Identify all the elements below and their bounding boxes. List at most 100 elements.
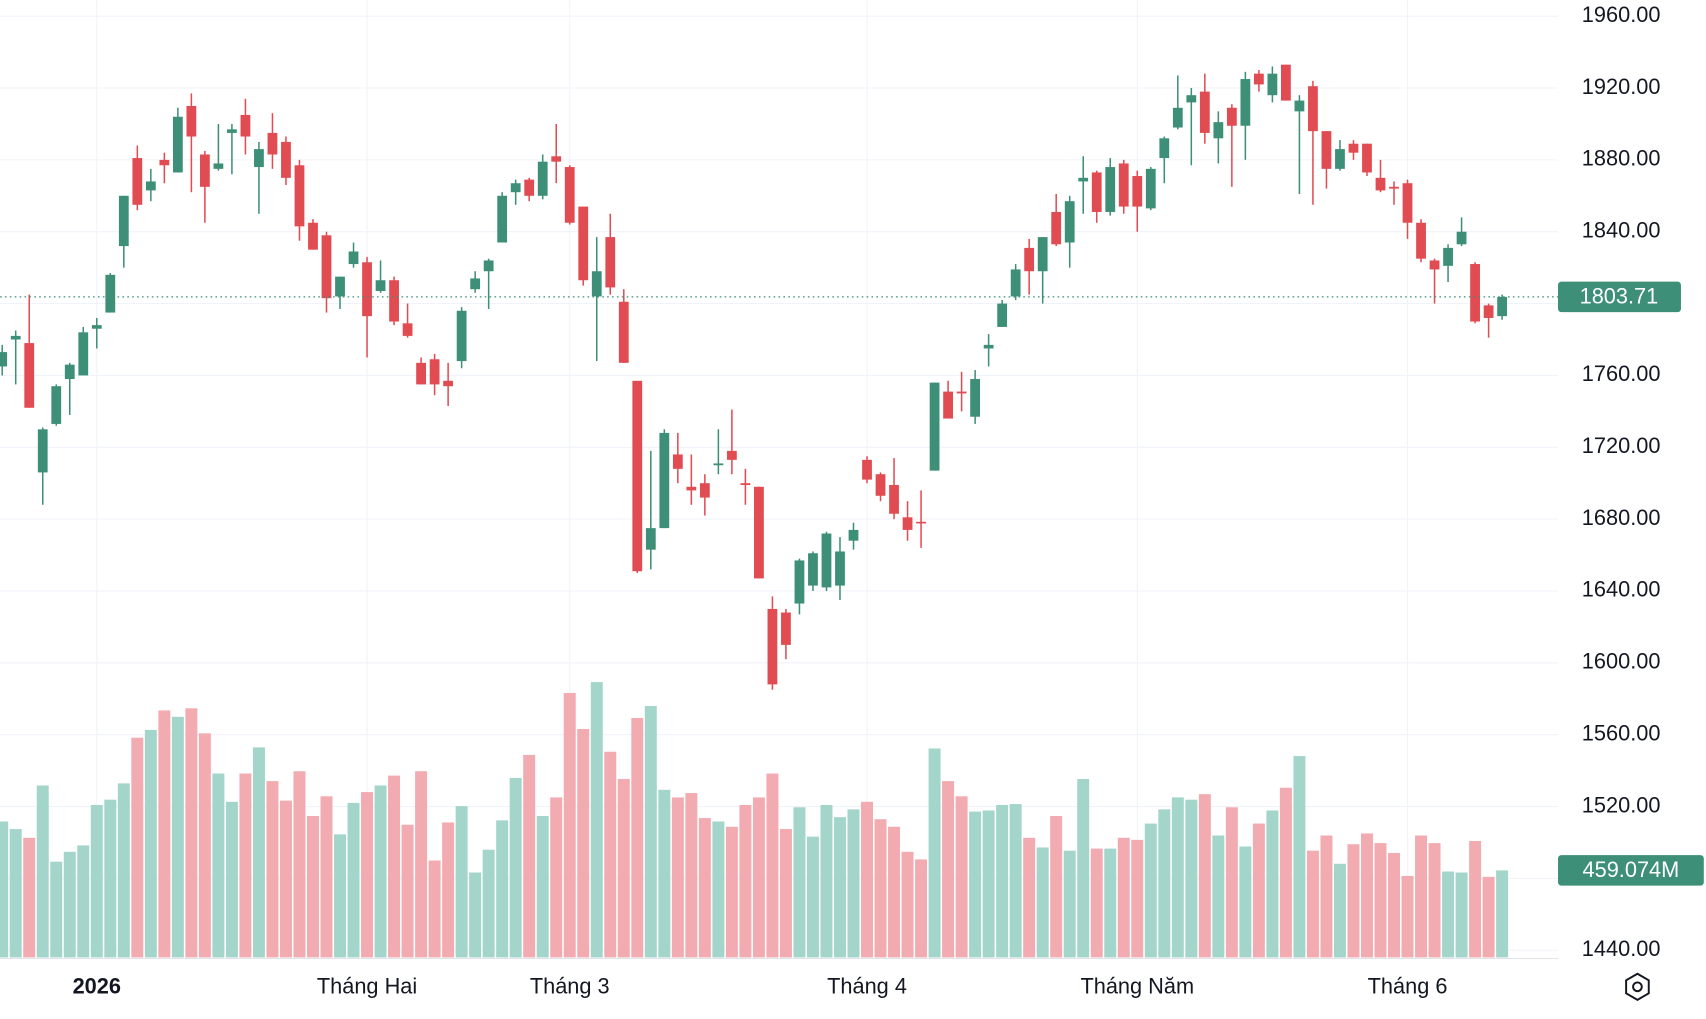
candle-body (443, 380, 454, 387)
candle-body (281, 141, 291, 178)
volume-bar (590, 682, 603, 958)
volume-bar (374, 785, 387, 958)
volume-bar (63, 851, 76, 958)
candle-body (1470, 264, 1480, 322)
candle-body (145, 181, 156, 191)
candle-body (24, 343, 35, 408)
volume-bar (1347, 844, 1360, 958)
candle-body (308, 222, 318, 250)
volume-bar (631, 717, 644, 958)
y-tick-label: 1640.00 (1582, 577, 1661, 602)
candle-body (389, 280, 399, 322)
candle-body (132, 158, 143, 205)
volume-bar (1090, 848, 1103, 958)
candle-body (362, 262, 372, 317)
candle-body (1321, 131, 1332, 169)
volume-bar (279, 800, 292, 958)
candle-body (605, 237, 616, 288)
candle-body (1010, 269, 1021, 297)
axis-layer: 1440.001480.001520.001560.001600.001640.… (0, 2, 1704, 999)
volume-bar (752, 797, 765, 958)
volume-bar (117, 783, 130, 958)
volume-bar (334, 834, 346, 958)
candle-body (78, 332, 89, 376)
volume-bar (401, 824, 414, 958)
volume-bar (874, 819, 887, 958)
candle-body (943, 391, 953, 419)
candle-body (537, 161, 548, 196)
candle-body (470, 278, 481, 290)
candle-body (172, 116, 183, 173)
volume-bar (1198, 794, 1211, 958)
volume-bar (266, 781, 279, 958)
candle-body (848, 529, 859, 541)
candle-body (740, 483, 751, 485)
volume-bar (388, 775, 401, 958)
volume-bar (1401, 875, 1414, 958)
candle-body (213, 163, 224, 169)
last-price-badge (1558, 281, 1681, 313)
candle-body (1078, 177, 1089, 182)
x-tick-label: Tháng 3 (530, 974, 610, 999)
candle-body (1199, 91, 1210, 133)
volume-bar (577, 728, 590, 958)
volume-bar (1009, 804, 1022, 958)
volume-bar (915, 859, 928, 958)
candle-body (970, 379, 981, 417)
x-tick-label: Tháng Hai (317, 974, 417, 999)
volume-bar (347, 802, 360, 958)
volume-bar (144, 729, 157, 958)
volume-bar (969, 811, 982, 958)
candle-body (875, 474, 886, 496)
settings-dot (1632, 981, 1643, 993)
candle-body (767, 608, 778, 685)
x-tick-label: 2026 (73, 974, 121, 999)
candle-body (402, 323, 413, 336)
candle-body (889, 484, 899, 514)
candle-body (726, 450, 737, 460)
volume-bar (252, 747, 265, 958)
candle-body (1226, 107, 1237, 126)
volume-bar (1306, 850, 1319, 958)
volume-bar (779, 829, 792, 958)
candle-body (699, 483, 710, 498)
volume-bar (482, 849, 495, 958)
volume-bar (0, 821, 9, 958)
candle-body (105, 274, 116, 313)
volume-bar (1320, 835, 1333, 958)
candle-body (997, 303, 1008, 327)
volume-bar (1279, 787, 1292, 958)
volume-label: 459.074M (1583, 857, 1680, 882)
volume-bar (1077, 779, 1090, 958)
volume-bar (496, 820, 509, 958)
volume-bar (888, 826, 901, 958)
settings-icon[interactable] (1625, 972, 1650, 1001)
volume-bar (739, 804, 752, 958)
volume-bar (185, 708, 198, 958)
candle-body (1402, 183, 1413, 223)
volume-bar (1293, 756, 1306, 958)
volume-bar (1361, 833, 1373, 958)
volume-bar (36, 785, 49, 958)
y-tick-label: 1880.00 (1582, 146, 1661, 171)
y-tick-label: 1600.00 (1582, 649, 1661, 674)
volume-bar (725, 826, 738, 958)
candle-body (1240, 79, 1251, 126)
candle-body (1443, 247, 1453, 266)
candle-body (483, 260, 494, 272)
volume-bar (617, 779, 630, 958)
candle-body (1335, 149, 1345, 169)
y-tick-label: 1520.00 (1582, 792, 1661, 817)
volume-bar (644, 706, 657, 958)
volume-bar (1496, 870, 1509, 958)
volume-bar (104, 799, 117, 958)
candle-body (902, 517, 913, 530)
volume-bar (1144, 823, 1157, 958)
candle-body (37, 429, 48, 473)
volume-bar (982, 810, 995, 958)
volume-bar (1266, 810, 1279, 958)
candle-body (1091, 172, 1102, 212)
volume-bar (712, 821, 725, 958)
candle-body (1118, 163, 1129, 207)
candle-body (1051, 211, 1062, 245)
